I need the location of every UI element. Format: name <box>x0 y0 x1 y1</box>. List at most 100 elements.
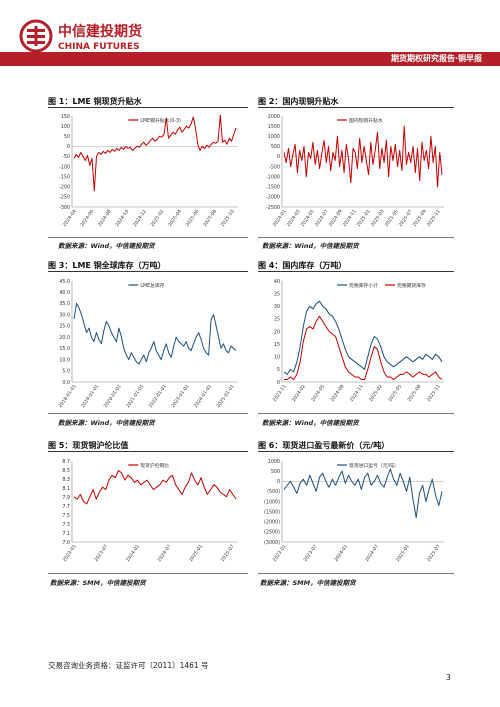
x-tick-label: 2025-09 <box>412 209 428 228</box>
y-tick-label: 0 <box>277 154 280 160</box>
x-tick-label: 2025-05 <box>387 384 403 403</box>
y-tick-label: 8.3 <box>62 477 70 483</box>
legend-label: 现货沪伦铜比 <box>140 462 169 469</box>
x-tick-label: 2024-08 <box>329 384 345 403</box>
y-tick-label: (1500) <box>264 509 280 515</box>
series-line <box>283 300 443 375</box>
y-tick-label: -200 <box>59 185 70 191</box>
x-tick-label: 2025-03 <box>370 209 386 228</box>
y-tick-label: 35 <box>274 291 280 297</box>
x-tick-label: 2023-01 <box>62 544 78 563</box>
header-banner: 期货期权研究报告·铜早报 <box>0 52 500 66</box>
x-tick-label: 2024-04 <box>62 209 78 228</box>
figure-5-chart: 8.7 8.5 8.3 8.1 7.9 7.7 7.5 7.3 7.1 7.0 2023-01 202… <box>48 453 248 570</box>
x-tick-label: 2025-01 <box>188 544 204 563</box>
figure-2-chart: 2000 1500 1000 500 0 -500 -1000 -1500 -2000 -2500… <box>258 108 454 235</box>
y-tick-label: 1000 <box>268 134 280 140</box>
page-number: 3 <box>446 673 451 682</box>
x-tick-label: 2025-01 <box>395 544 411 563</box>
x-tick-label: 2025-08 <box>202 209 218 228</box>
series-line <box>73 302 237 365</box>
legend-label: 完税库存小计 <box>349 282 378 289</box>
y-tick-label: 45.0 <box>59 279 70 285</box>
y-tick-label: 7.1 <box>62 531 70 537</box>
y-tick-label: 10.0 <box>59 357 70 363</box>
y-tick-label: 35.0 <box>59 301 70 307</box>
y-tick-label: (1000) <box>264 499 280 505</box>
y-tick-label: 0 <box>277 380 280 386</box>
figure-6-source: 数据来源：SMM，中信建投期货 <box>260 579 356 587</box>
figure-1-source: 数据来源：Wind，中信建投期货 <box>58 242 155 250</box>
figure-4-source: 数据来源：Wind，中信建投期货 <box>262 419 359 427</box>
legend-label: 现货进口盈亏（元/吨） <box>349 462 399 469</box>
x-tick-label: 2024-11 <box>349 384 365 403</box>
y-tick-label: 7.9 <box>62 495 70 501</box>
x-tick-label: 2025-01-01 <box>215 384 235 409</box>
figure-6-chart: 1000 500 0 (500) (1000) (1500) (2000) (2500) (30… <box>258 453 454 570</box>
y-tick-label: 40.0 <box>59 290 70 296</box>
x-tick-label: 2024-05 <box>310 384 326 403</box>
y-tick-label: 7.5 <box>62 513 70 519</box>
series-line <box>284 315 443 380</box>
y-tick-label: 8.5 <box>62 468 70 474</box>
x-tick-label: 2024-01-01 <box>193 384 213 409</box>
y-tick-label: -50 <box>62 154 70 160</box>
y-tick-label: -2500 <box>266 205 280 211</box>
figure-6-title: 图 6：现货进口盈亏最新价（元/吨） <box>258 441 390 450</box>
x-tick-label: 2024-06 <box>79 209 95 228</box>
figure-3-svg: 45.040.035.030.025.020.015.010.05.00.020… <box>57 279 238 409</box>
x-tick-label: 2025-02 <box>149 209 165 228</box>
x-tick-label: 2023-07 <box>93 544 109 563</box>
x-tick-label: 2024-05 <box>300 209 316 228</box>
y-tick-label: 0.0 <box>62 380 70 386</box>
logo-emblem-icon <box>19 19 53 53</box>
x-tick-label: 2024-11 <box>342 209 358 228</box>
y-tick-label: (500) <box>267 489 280 495</box>
x-tick-label: 2024-08 <box>97 209 113 228</box>
figure-5-title: 图 5：现货铜沪伦比值 <box>48 441 129 450</box>
y-tick-label: 15 <box>274 342 280 348</box>
x-tick-label: 2024-01 <box>272 209 288 228</box>
legend-label: 完税期货库存 <box>397 282 426 289</box>
x-tick-label: 2024-10 <box>114 209 130 228</box>
figure-1-chart: 150 100 50 0 -50 -100 -150 -200 -250 -300 2024-04 2… <box>48 108 248 235</box>
figure-2-svg: 2000 1500 1000 500 0 -500 -1000 -1500 -2000 -2500… <box>266 114 444 228</box>
y-tick-label: 500 <box>271 144 280 150</box>
y-tick-label: 25.0 <box>59 324 70 330</box>
x-tick-label: 2019-01-01 <box>80 384 100 409</box>
report-title: 期货期权研究报告·铜早报 <box>390 54 482 63</box>
figure-5-source: 数据来源：SMM，中信建投期货 <box>50 579 146 587</box>
y-tick-label: 20.0 <box>59 335 70 341</box>
legend-label: LME铜升贴水(0-3) <box>140 117 181 124</box>
x-tick-label: 2025-11 <box>426 209 442 228</box>
x-tick-label: 2024-07 <box>314 209 330 228</box>
company-name-en: CHINA FUTURES <box>58 42 140 52</box>
company-logo: 中信建投期货 CHINA FUTURES <box>18 18 178 68</box>
y-tick-label: -150 <box>59 174 70 180</box>
x-tick-label: 2024-09 <box>328 209 344 228</box>
x-tick-label: 2025-07 <box>426 544 442 563</box>
y-tick-label: 2000 <box>268 114 280 120</box>
x-tick-label: 2023-07 <box>303 544 319 563</box>
x-tick-label: 2025-06 <box>185 209 201 228</box>
y-tick-label: 30.0 <box>59 312 70 318</box>
x-tick-label: 2021-01-01 <box>125 384 145 409</box>
figure-3-title: 图 3：LME 铜全球库存（万吨） <box>48 261 166 270</box>
y-tick-label: -250 <box>59 195 70 201</box>
x-tick-label: 2025-02 <box>368 384 384 403</box>
x-tick-label: 2022-01-01 <box>148 384 168 409</box>
x-tick-label: 2025-04 <box>167 209 183 228</box>
y-tick-label: (2500) <box>264 530 280 536</box>
y-tick-label: 0 <box>67 144 70 150</box>
y-tick-label: 15.0 <box>59 346 70 352</box>
y-tick-label: 0 <box>277 479 280 485</box>
y-tick-label: 8.1 <box>62 486 70 492</box>
y-tick-label: 10 <box>274 355 280 361</box>
x-tick-label: 2025-07 <box>220 544 236 563</box>
x-tick-label: 2025-05 <box>384 209 400 228</box>
y-tick-label: (2000) <box>264 520 280 526</box>
x-tick-label: 2025-10 <box>220 209 236 228</box>
